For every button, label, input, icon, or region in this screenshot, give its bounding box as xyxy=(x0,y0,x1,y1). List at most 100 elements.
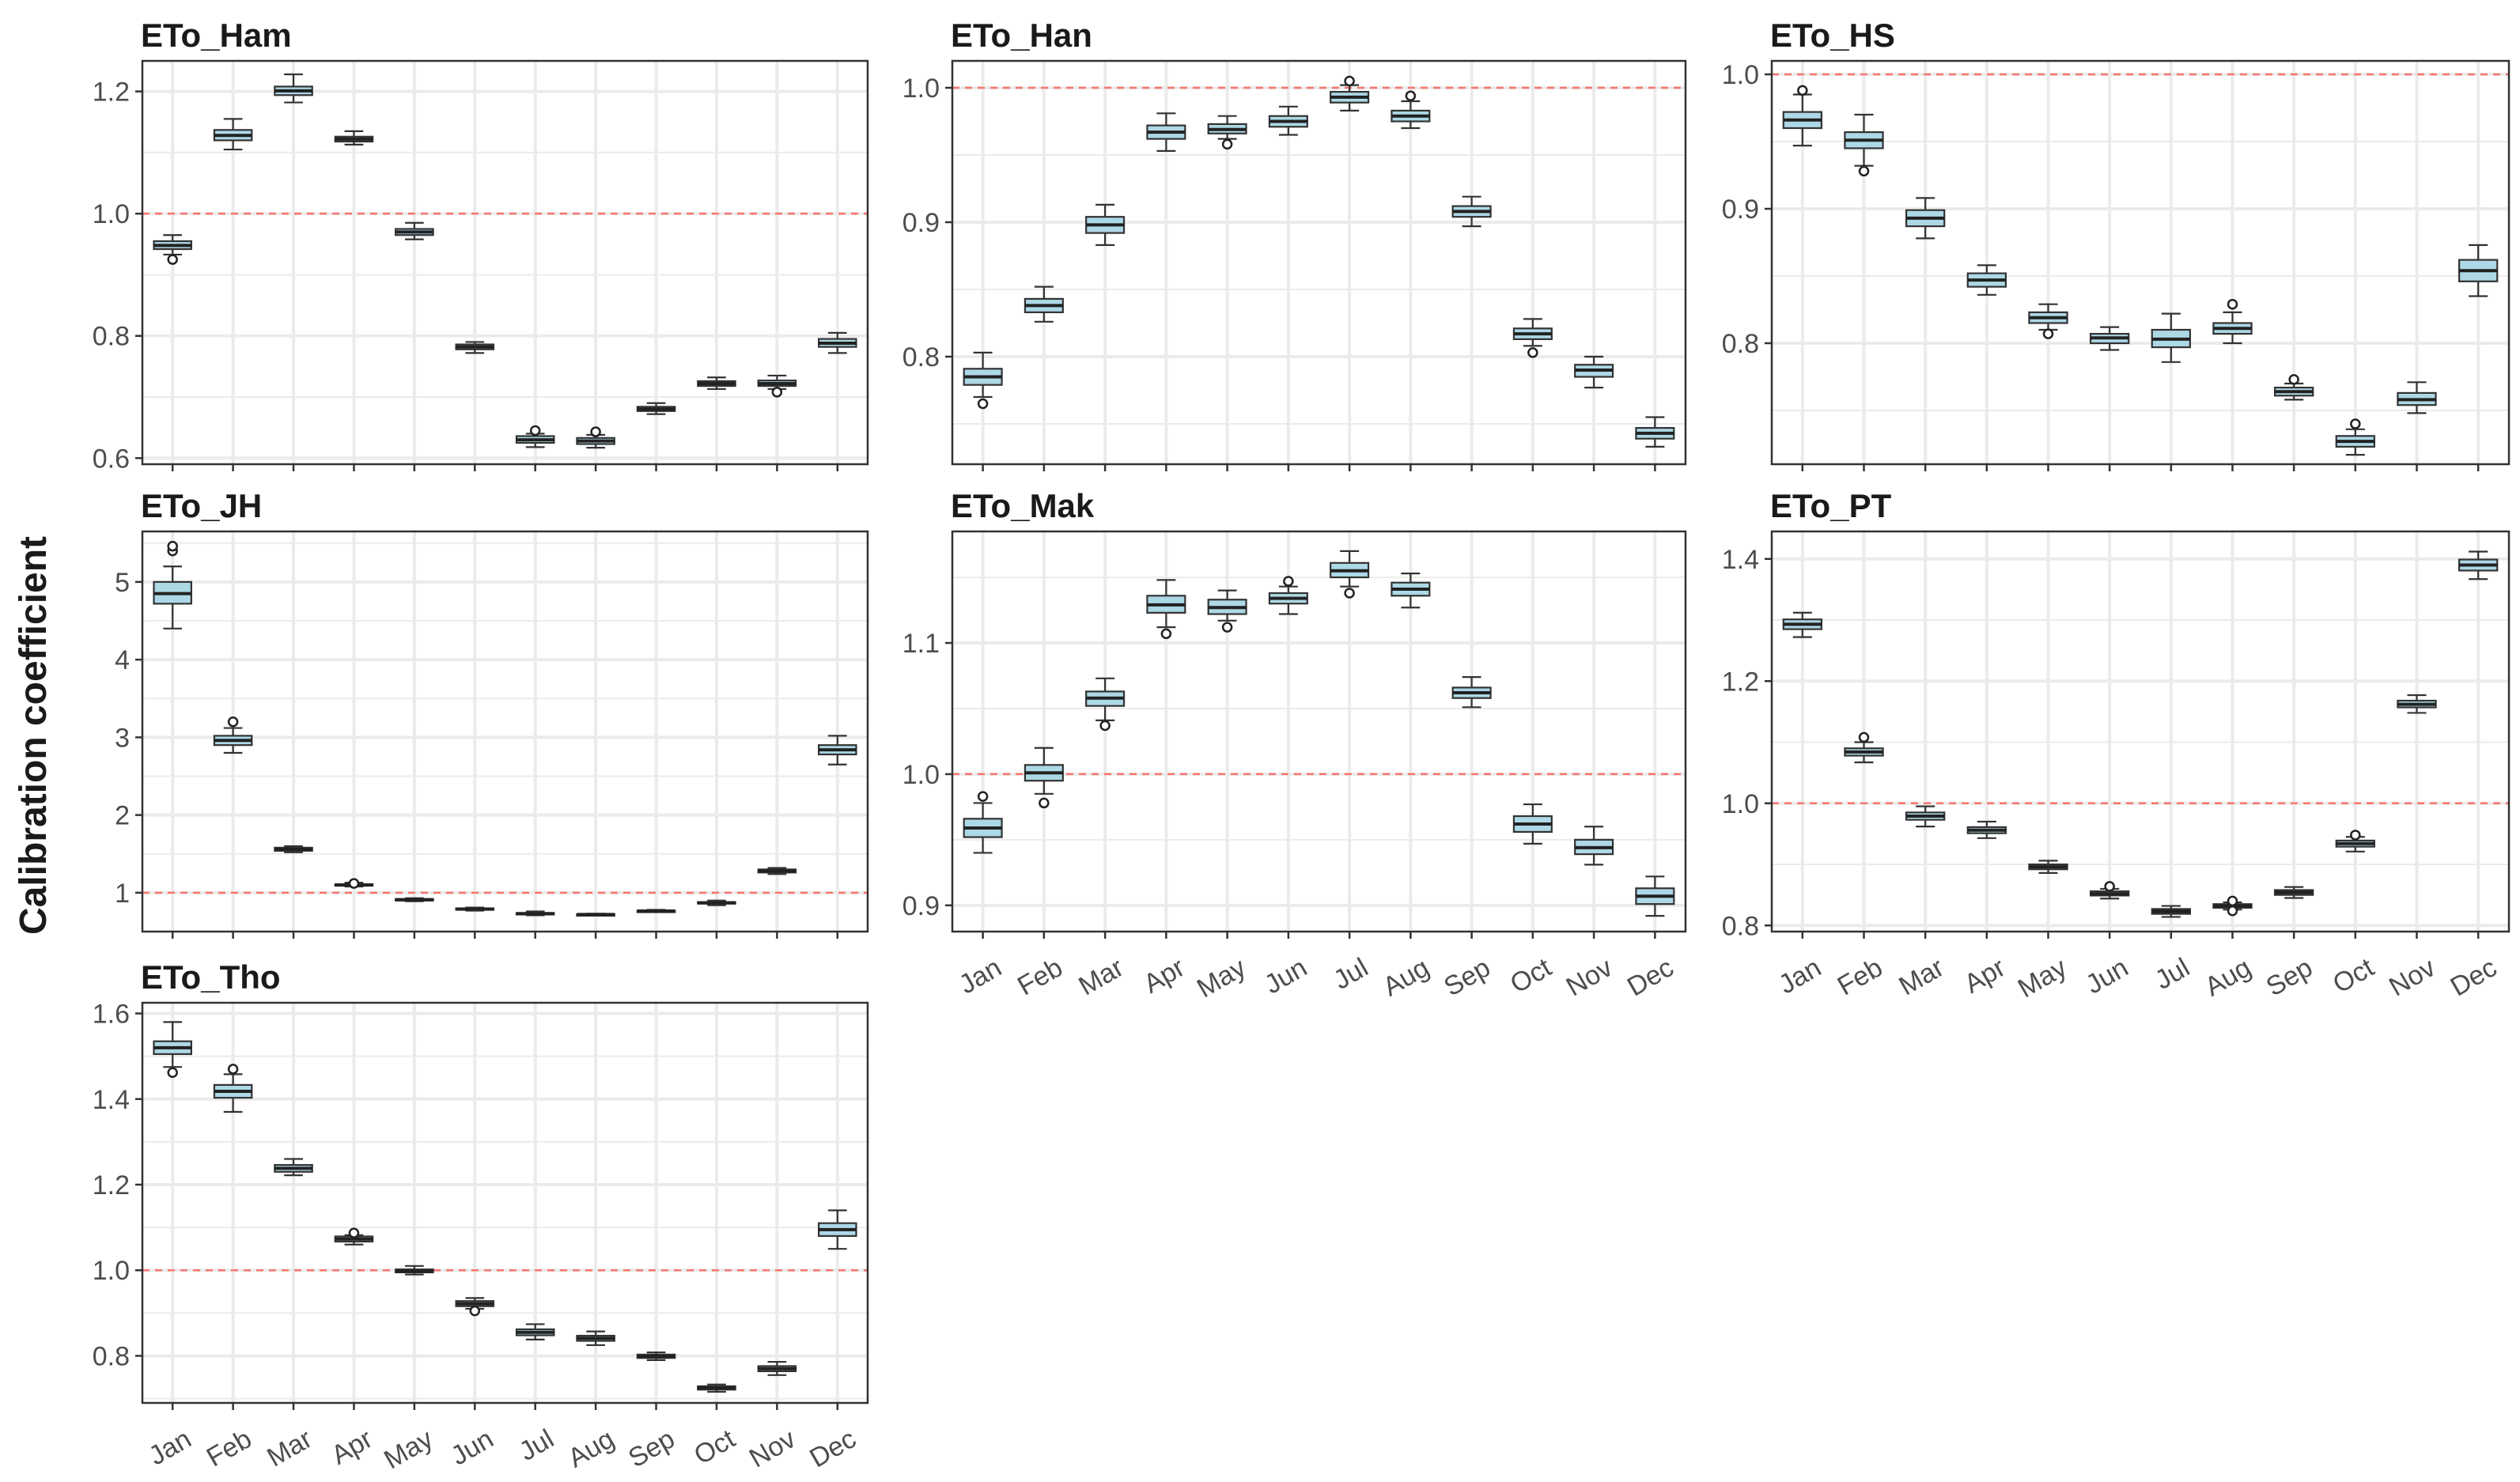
box-Apr xyxy=(1146,112,1186,152)
box-Nov xyxy=(2397,694,2437,714)
box-Sep xyxy=(2273,374,2314,401)
y-tick-label: 0.8 xyxy=(93,322,130,352)
outlier-point xyxy=(2288,374,2299,385)
box-Aug xyxy=(1391,572,1431,609)
outlier-point xyxy=(1858,165,1870,177)
box-Jan xyxy=(153,1021,192,1078)
box-Oct xyxy=(2335,418,2376,456)
outlier-point xyxy=(167,540,178,552)
outlier-point xyxy=(1858,732,1870,743)
outlier-point xyxy=(348,878,360,889)
box-Mar xyxy=(274,1158,313,1177)
outlier-point xyxy=(1344,588,1355,599)
box-Jan xyxy=(963,351,1003,410)
box-Sep xyxy=(2273,886,2314,899)
box-Feb xyxy=(1844,732,1884,764)
box-Oct xyxy=(697,1383,736,1393)
box-Dec xyxy=(818,1209,857,1250)
y-tick-label: 1.0 xyxy=(902,74,940,104)
y-axis-label: Calibration coefficient xyxy=(13,536,55,935)
panel-frame xyxy=(141,59,869,466)
y-tick-label: 1.2 xyxy=(1722,667,1759,697)
y-tick-label: 1.2 xyxy=(93,1170,130,1200)
outlier-point xyxy=(1344,75,1355,87)
outlier-point xyxy=(2227,298,2238,310)
outlier-point xyxy=(2350,418,2361,429)
box-Jan xyxy=(1782,611,1823,638)
box-May xyxy=(2028,860,2068,874)
box-Jan xyxy=(153,234,192,265)
box-Oct xyxy=(1512,803,1553,845)
panel-title: ETo_JH xyxy=(141,487,262,524)
box-Jul xyxy=(515,425,555,448)
outlier-point xyxy=(1527,347,1538,358)
y-tick-label: 0.8 xyxy=(93,1341,130,1371)
panel-title: ETo_HS xyxy=(1770,17,1895,54)
box-May xyxy=(2028,303,2068,339)
panel-ETo_HS: ETo_HS 0.8 0.9 1.0 xyxy=(1722,17,2511,471)
outlier-point xyxy=(1039,797,1050,809)
outlier-point xyxy=(1797,85,1808,96)
box-Sep xyxy=(636,1352,676,1361)
outlier-point xyxy=(2350,830,2361,841)
box-May xyxy=(395,221,434,240)
y-tick-label: 1.4 xyxy=(93,1085,130,1115)
box-Jan xyxy=(1782,85,1823,147)
outlier-point xyxy=(2227,905,2238,917)
box-Oct xyxy=(697,376,736,391)
outlier-point xyxy=(167,1067,178,1078)
y-tick-label: 1.6 xyxy=(93,1000,130,1030)
y-tick-label: 0.9 xyxy=(902,891,940,921)
box-Apr xyxy=(1966,264,2007,296)
box-May xyxy=(1207,589,1247,633)
box-Jun xyxy=(455,906,495,912)
box-Jun xyxy=(455,341,495,354)
box-Jan xyxy=(153,540,192,629)
y-tick-label: 1.1 xyxy=(902,629,940,659)
box-Aug xyxy=(576,426,615,449)
box-Feb xyxy=(213,716,253,754)
box-Apr xyxy=(334,1227,374,1246)
box-Nov xyxy=(1574,826,1614,866)
box-Dec xyxy=(2458,244,2499,297)
outlier-point xyxy=(1099,720,1111,732)
outlier-point xyxy=(2042,328,2054,339)
box-Aug xyxy=(1391,90,1431,130)
y-tick-label: 1.0 xyxy=(1722,789,1759,819)
box-Jul xyxy=(2151,312,2192,363)
box-Feb xyxy=(213,1064,253,1113)
box-Apr xyxy=(1966,820,2007,839)
box-Aug xyxy=(576,913,615,917)
box-Dec xyxy=(818,735,857,766)
box-Jun xyxy=(2089,326,2130,351)
box-Mar xyxy=(1905,805,1946,828)
box-Jun xyxy=(1268,105,1308,136)
outlier-point xyxy=(348,1227,360,1238)
box-Dec xyxy=(2458,550,2499,580)
box-Mar xyxy=(1085,677,1126,732)
y-tick-label: 0.8 xyxy=(902,342,940,372)
box-Feb xyxy=(1844,113,1884,177)
y-tick-label: 1.0 xyxy=(93,1256,130,1286)
panel-frame xyxy=(951,59,1687,466)
box-Nov xyxy=(757,374,797,398)
box-Aug xyxy=(576,1330,615,1347)
box-Dec xyxy=(1635,416,1675,448)
outlier-point xyxy=(590,426,601,437)
y-tick-label: 4 xyxy=(115,645,130,675)
panel-title: ETo_Tho xyxy=(141,958,281,996)
box-Mar xyxy=(1905,197,1946,240)
box-Nov xyxy=(757,867,797,875)
box-Jun xyxy=(2089,881,2130,900)
panel-frame xyxy=(951,530,1687,933)
box-Jan xyxy=(963,791,1003,854)
outlier-point xyxy=(167,254,178,265)
panel-ETo_JH: ETo_JH 1 2 3 4 5 xyxy=(115,487,869,939)
outlier-point xyxy=(1283,576,1294,587)
box-Dec xyxy=(1635,875,1675,917)
box-Nov xyxy=(757,1360,797,1376)
y-tick-label: 3 xyxy=(115,723,130,753)
box-Mar xyxy=(274,845,313,853)
box-May xyxy=(1207,115,1247,150)
